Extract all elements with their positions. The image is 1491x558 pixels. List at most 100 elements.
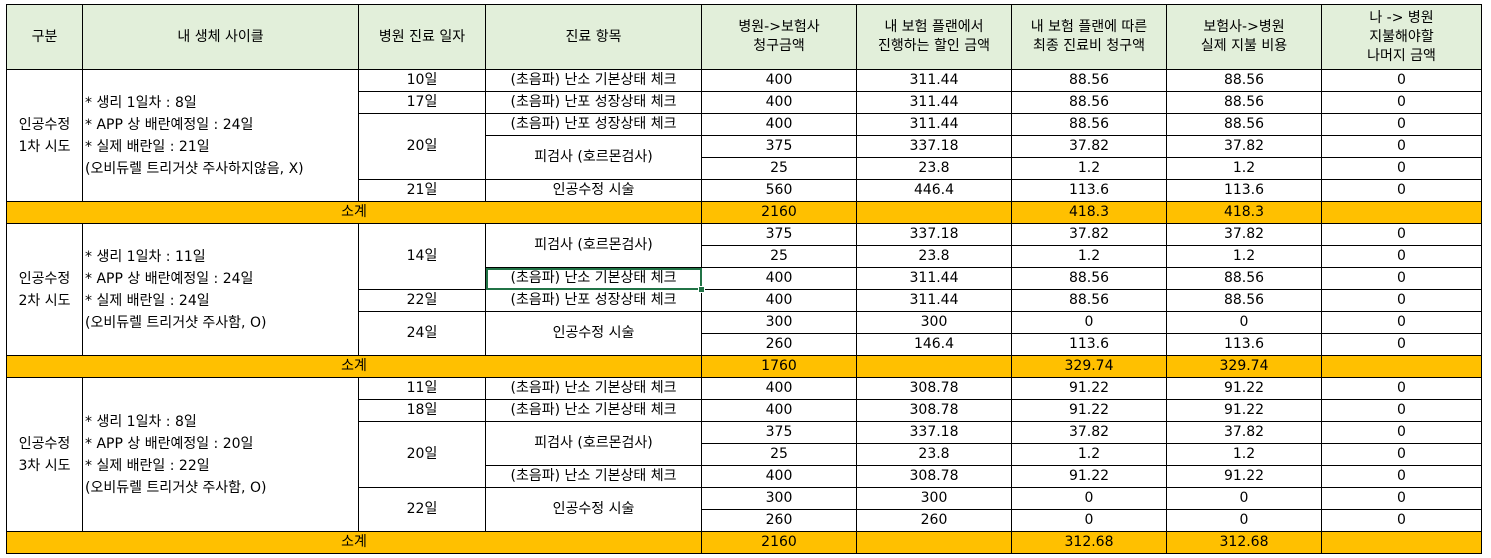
billed-cell[interactable]: 375 — [701, 223, 857, 246]
treatment-item-cell[interactable]: (초음파) 난포 성장상태 체크 — [485, 91, 702, 114]
remaining-cell[interactable]: 0 — [1321, 91, 1482, 114]
subtotal-discount-cell[interactable] — [856, 201, 1012, 224]
subtotal-paid-cell[interactable]: 329.74 — [1166, 355, 1322, 378]
remaining-cell[interactable]: 0 — [1321, 267, 1482, 290]
visit-date-cell[interactable]: 22일 — [358, 487, 486, 532]
billed-cell[interactable]: 375 — [701, 421, 857, 444]
insurer-paid-cell[interactable]: 37.82 — [1166, 421, 1322, 444]
discount-cell[interactable]: 337.18 — [856, 421, 1012, 444]
remaining-cell[interactable]: 0 — [1321, 245, 1482, 268]
insurer-paid-cell[interactable]: 1.2 — [1166, 157, 1322, 180]
billed-cell[interactable]: 300 — [701, 311, 857, 334]
header-discount-amount[interactable]: 내 보험 플랜에서 진행하는 할인 금액 — [856, 4, 1012, 70]
billed-cell[interactable]: 300 — [701, 487, 857, 510]
final-claim-cell[interactable]: 0 — [1011, 311, 1167, 334]
header-treatment-item[interactable]: 진료 항목 — [485, 4, 702, 70]
discount-cell[interactable]: 311.44 — [856, 267, 1012, 290]
treatment-item-cell[interactable]: (초음파) 난소 기본상태 체크 — [485, 377, 702, 400]
subtotal-billed-cell[interactable]: 1760 — [701, 355, 857, 378]
subtotal-paid-cell[interactable]: 418.3 — [1166, 201, 1322, 224]
discount-cell[interactable]: 23.8 — [856, 157, 1012, 180]
visit-date-cell[interactable]: 24일 — [358, 311, 486, 356]
discount-cell[interactable]: 308.78 — [856, 377, 1012, 400]
remaining-cell[interactable]: 0 — [1321, 311, 1482, 334]
subtotal-billed-cell[interactable]: 2160 — [701, 531, 857, 554]
final-claim-cell[interactable]: 0 — [1011, 509, 1167, 532]
remaining-cell[interactable]: 0 — [1321, 135, 1482, 158]
insurer-paid-cell[interactable]: 88.56 — [1166, 69, 1322, 92]
subtotal-remaining-cell[interactable] — [1321, 201, 1482, 224]
treatment-item-cell[interactable]: 피검사 (호르몬검사) — [485, 421, 702, 466]
subtotal-paid-cell[interactable]: 312.68 — [1166, 531, 1322, 554]
group-cell[interactable]: 인공수정 3차 시도 — [6, 377, 83, 532]
discount-cell[interactable]: 300 — [856, 487, 1012, 510]
remaining-cell[interactable]: 0 — [1321, 465, 1482, 488]
remaining-cell[interactable]: 0 — [1321, 377, 1482, 400]
billed-cell[interactable]: 400 — [701, 113, 857, 136]
header-remaining-amount[interactable]: 나 -> 병원 지불해야할 나머지 금액 — [1321, 4, 1482, 70]
discount-cell[interactable]: 311.44 — [856, 289, 1012, 312]
visit-date-cell[interactable]: 22일 — [358, 289, 486, 312]
insurer-paid-cell[interactable]: 88.56 — [1166, 267, 1322, 290]
treatment-item-cell[interactable]: (초음파) 난소 기본상태 체크 — [485, 465, 702, 488]
insurer-paid-cell[interactable]: 91.22 — [1166, 465, 1322, 488]
discount-cell[interactable]: 300 — [856, 311, 1012, 334]
remaining-cell[interactable]: 0 — [1321, 69, 1482, 92]
visit-date-cell[interactable]: 10일 — [358, 69, 486, 92]
subtotal-discount-cell[interactable] — [856, 531, 1012, 554]
subtotal-final-cell[interactable]: 312.68 — [1011, 531, 1167, 554]
visit-date-cell[interactable]: 20일 — [358, 113, 486, 180]
final-claim-cell[interactable]: 1.2 — [1011, 443, 1167, 466]
subtotal-final-cell[interactable]: 329.74 — [1011, 355, 1167, 378]
insurer-paid-cell[interactable]: 0 — [1166, 509, 1322, 532]
discount-cell[interactable]: 23.8 — [856, 245, 1012, 268]
remaining-cell[interactable]: 0 — [1321, 289, 1482, 312]
cycle-cell[interactable]: * 생리 1일차 : 11일 * APP 상 배란예정일 : 24일 * 실제 … — [82, 223, 359, 356]
billed-cell[interactable]: 400 — [701, 289, 857, 312]
cycle-cell[interactable]: * 생리 1일차 : 8일 * APP 상 배란예정일 : 24일 * 실제 배… — [82, 69, 359, 202]
treatment-item-cell[interactable]: 인공수정 시술 — [485, 487, 702, 532]
billed-cell[interactable]: 260 — [701, 509, 857, 532]
treatment-item-cell[interactable]: 피검사 (호르몬검사) — [485, 223, 702, 268]
fill-handle[interactable] — [697, 285, 705, 293]
group-cell[interactable]: 인공수정 2차 시도 — [6, 223, 83, 356]
billed-cell[interactable]: 25 — [701, 443, 857, 466]
billed-cell[interactable]: 400 — [701, 267, 857, 290]
final-claim-cell[interactable]: 88.56 — [1011, 289, 1167, 312]
billed-cell[interactable]: 400 — [701, 377, 857, 400]
discount-cell[interactable]: 146.4 — [856, 333, 1012, 356]
visit-date-cell[interactable]: 17일 — [358, 91, 486, 114]
discount-cell[interactable]: 311.44 — [856, 91, 1012, 114]
insurer-paid-cell[interactable]: 91.22 — [1166, 399, 1322, 422]
billed-cell[interactable]: 375 — [701, 135, 857, 158]
remaining-cell[interactable]: 0 — [1321, 113, 1482, 136]
insurer-paid-cell[interactable]: 0 — [1166, 311, 1322, 334]
discount-cell[interactable]: 260 — [856, 509, 1012, 532]
subtotal-final-cell[interactable]: 418.3 — [1011, 201, 1167, 224]
insurer-paid-cell[interactable]: 37.82 — [1166, 223, 1322, 246]
remaining-cell[interactable]: 0 — [1321, 421, 1482, 444]
billed-cell[interactable]: 260 — [701, 333, 857, 356]
billed-cell[interactable]: 400 — [701, 69, 857, 92]
billed-cell[interactable]: 400 — [701, 399, 857, 422]
remaining-cell[interactable]: 0 — [1321, 333, 1482, 356]
treatment-item-cell[interactable]: 인공수정 시술 — [485, 179, 702, 202]
final-claim-cell[interactable]: 0 — [1011, 487, 1167, 510]
remaining-cell[interactable]: 0 — [1321, 223, 1482, 246]
discount-cell[interactable]: 311.44 — [856, 69, 1012, 92]
final-claim-cell[interactable]: 88.56 — [1011, 267, 1167, 290]
treatment-item-cell[interactable]: (초음파) 난포 성장상태 체크 — [485, 113, 702, 136]
final-claim-cell[interactable]: 1.2 — [1011, 245, 1167, 268]
final-claim-cell[interactable]: 37.82 — [1011, 135, 1167, 158]
discount-cell[interactable]: 311.44 — [856, 113, 1012, 136]
final-claim-cell[interactable]: 88.56 — [1011, 113, 1167, 136]
header-group[interactable]: 구분 — [6, 4, 83, 70]
treatment-item-cell[interactable]: (초음파) 난포 성장상태 체크 — [485, 289, 702, 312]
treatment-item-cell[interactable]: (초음파) 난소 기본상태 체크 — [485, 399, 702, 422]
final-claim-cell[interactable]: 113.6 — [1011, 179, 1167, 202]
discount-cell[interactable]: 23.8 — [856, 443, 1012, 466]
subtotal-remaining-cell[interactable] — [1321, 531, 1482, 554]
visit-date-cell[interactable]: 14일 — [358, 223, 486, 290]
billed-cell[interactable]: 400 — [701, 91, 857, 114]
